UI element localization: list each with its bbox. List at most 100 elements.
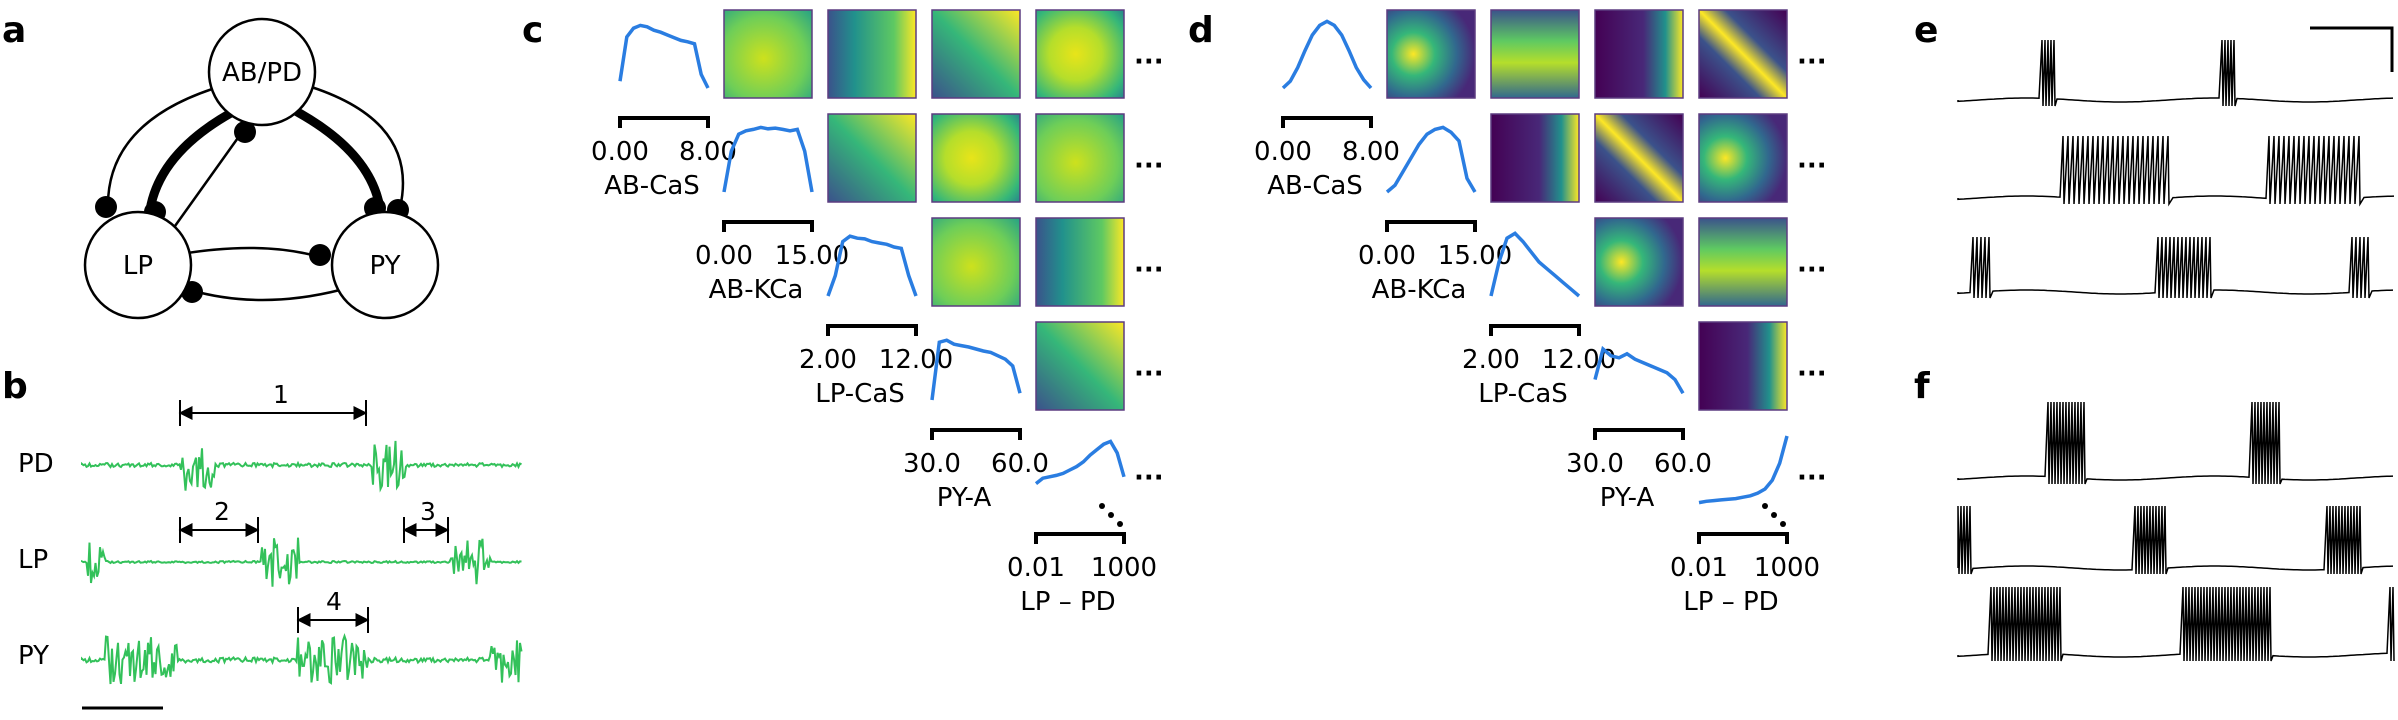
heatmap-2-4 <box>1035 217 1125 307</box>
trace-label-pd: PD <box>18 449 54 479</box>
heatmap-3-4 <box>1698 321 1788 411</box>
heatmap-3-4 <box>1035 321 1125 411</box>
heatmap-2-4 <box>1698 217 1788 307</box>
synapse-abpd-py-thick <box>287 104 385 209</box>
diag-dot <box>1117 521 1123 527</box>
marginal-curve-4 <box>1698 435 1789 505</box>
terminal-dot <box>234 121 256 143</box>
node-label-lp: LP <box>123 251 153 281</box>
diag-dot <box>1780 521 1786 527</box>
ellipsis: ··· <box>1134 463 1164 493</box>
axis-bar-2 <box>1489 324 1581 336</box>
ellipsis: ··· <box>1134 359 1164 389</box>
network-nodes: AB/PD LP PY <box>83 17 440 320</box>
tick-min-0: 0.00 <box>1254 137 1312 167</box>
tick-min-4: 0.01 <box>1670 553 1728 583</box>
axis-bar-1 <box>1385 220 1477 232</box>
ellipsis: ··· <box>1797 151 1827 181</box>
trace-label-py: PY <box>18 641 49 671</box>
marginal-curve-3 <box>1593 345 1685 395</box>
node-py <box>330 210 440 320</box>
heatmap-0-1 <box>723 9 813 99</box>
param-label-0: AB-CaS <box>604 171 700 201</box>
axis-bar-0 <box>618 116 710 128</box>
heatmap-0-4 <box>1035 9 1125 99</box>
tick-max-0: 8.00 <box>679 137 737 167</box>
panel-letter-f: f <box>1914 366 1930 407</box>
tick-min-4: 0.01 <box>1007 553 1065 583</box>
trace-lp <box>81 537 522 587</box>
marginal-curve-2 <box>1489 231 1581 298</box>
trace-pd <box>81 440 522 493</box>
param-label-2: LP-CaS <box>1478 379 1568 409</box>
heatmap-2-3 <box>1594 217 1684 307</box>
axis-bar-1 <box>722 220 814 232</box>
param-label-1: AB-KCa <box>709 275 804 305</box>
trace-f-1 <box>1957 401 2394 485</box>
marginal-curve-0 <box>618 23 710 89</box>
marginal-curve-3 <box>930 338 1022 401</box>
ellipsis: ··· <box>1797 463 1827 493</box>
param-label-3: PY-A <box>937 483 992 513</box>
param-label-2: LP-CaS <box>815 379 905 409</box>
panel-letter-a: a <box>2 10 26 51</box>
interval-label-2: 2 <box>214 497 230 526</box>
scale-bar-e <box>2310 26 2394 72</box>
voltage-traces-e <box>1957 39 2395 299</box>
heatmap-1-2 <box>1490 113 1580 203</box>
tick-min-2: 2.00 <box>799 345 857 375</box>
tick-max-4: 1000 <box>1091 553 1157 583</box>
terminal-dot <box>95 196 117 218</box>
network-diagram <box>106 83 405 302</box>
param-label-1: AB-KCa <box>1372 275 1467 305</box>
param-label-3: PY-A <box>1600 483 1655 513</box>
ellipsis: ··· <box>1134 47 1164 77</box>
trace-py <box>81 632 523 685</box>
axis-bar-4 <box>1034 532 1126 544</box>
tick-max-3: 60.0 <box>1654 449 1712 479</box>
axis-bar-3 <box>930 428 1022 440</box>
synapse-lp-abpd <box>163 127 247 241</box>
synapse-abpd-py-thin <box>304 83 405 209</box>
tick-min-0: 0.00 <box>591 137 649 167</box>
heatmap-0-3 <box>1594 9 1684 99</box>
heatmap-1-2 <box>827 113 917 203</box>
tick-min-3: 30.0 <box>903 449 961 479</box>
marginal-curve-4 <box>1034 439 1126 485</box>
heatmap-0-2 <box>1490 9 1580 99</box>
synapse-abpd-lp-thick <box>145 104 243 211</box>
axis-bar-2 <box>826 324 918 336</box>
panel-letter-d: d <box>1188 10 1214 51</box>
synapse-abpd-lp-thin <box>106 83 226 211</box>
tick-min-2: 2.00 <box>1462 345 1520 375</box>
tick-min-1: 0.00 <box>695 241 753 271</box>
param-label-4: LP – PD <box>1020 587 1115 617</box>
ellipsis: ··· <box>1797 359 1827 389</box>
synapse-lp-py <box>174 246 321 259</box>
ellipsis: ··· <box>1797 47 1827 77</box>
marginal-curve-2 <box>826 234 918 297</box>
diag-dot <box>1108 512 1114 518</box>
node-label-abpd: AB/PD <box>222 58 302 88</box>
heatmap-1-4 <box>1035 113 1125 203</box>
interval-markers <box>178 400 450 633</box>
param-label-4: LP – PD <box>1683 587 1778 617</box>
tick-min-1: 0.00 <box>1358 241 1416 271</box>
tick-max-3: 60.0 <box>991 449 1049 479</box>
interval-label-1: 1 <box>273 380 289 409</box>
pyloric-traces <box>81 440 523 685</box>
param-label-0: AB-CaS <box>1267 171 1363 201</box>
heatmap-1-3 <box>1594 113 1684 203</box>
node-label-py: PY <box>370 251 401 281</box>
tick-max-0: 8.00 <box>1342 137 1400 167</box>
trace-e-3 <box>1957 236 2394 299</box>
interval-label-4: 4 <box>326 587 342 616</box>
interval-label-3: 3 <box>420 497 436 526</box>
marginal-curve-0 <box>1281 19 1373 90</box>
diag-dot <box>1099 503 1105 509</box>
tick-max-4: 1000 <box>1754 553 1820 583</box>
heatmap-1-4 <box>1698 113 1788 203</box>
